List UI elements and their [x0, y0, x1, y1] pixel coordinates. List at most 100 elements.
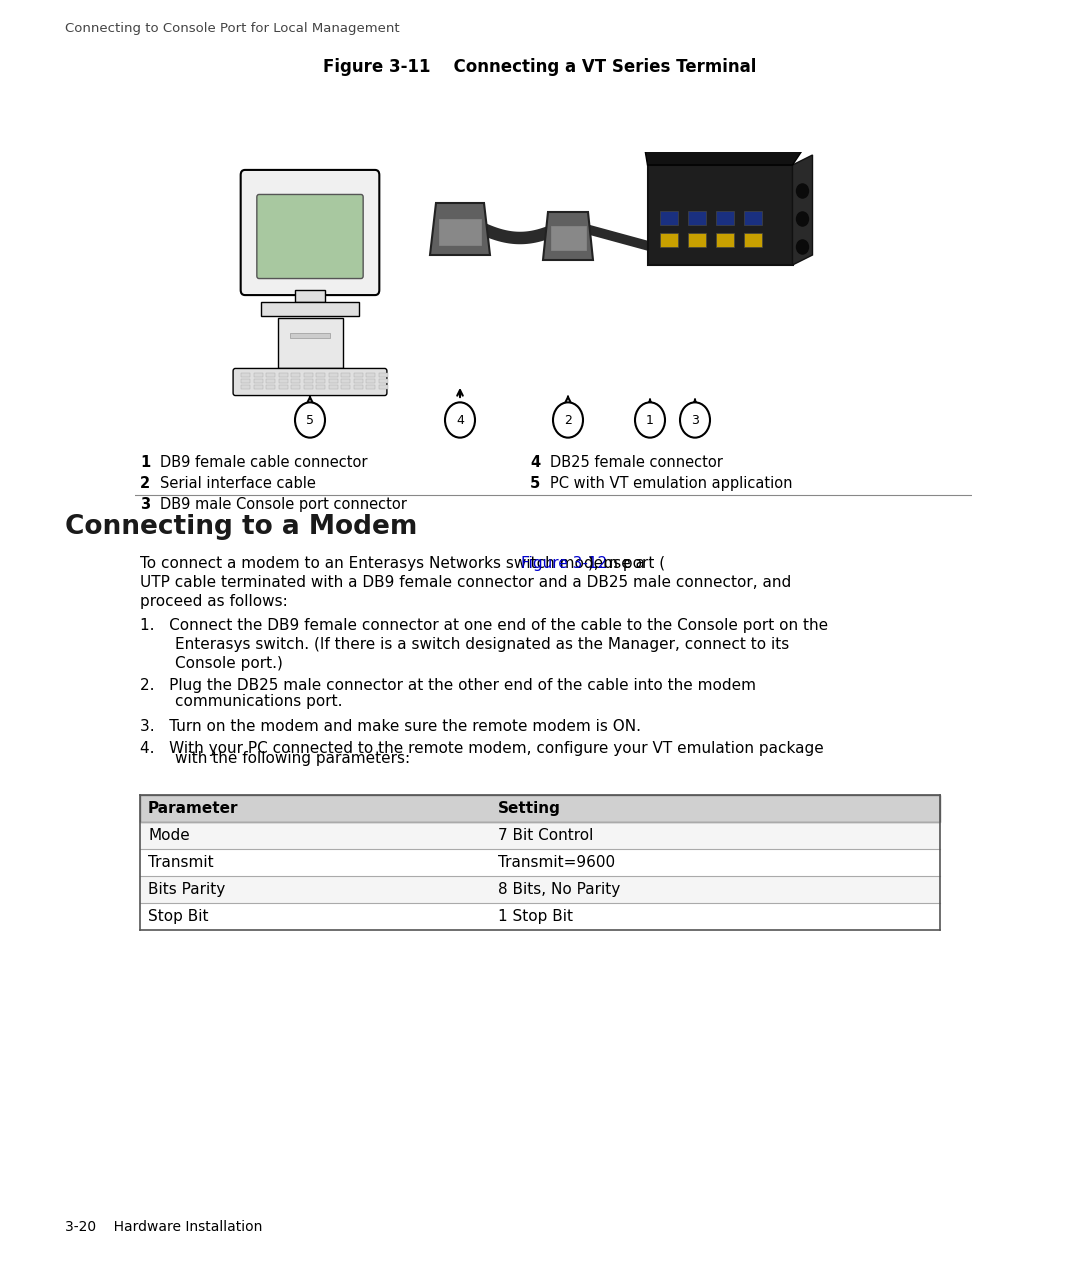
Text: UTP cable terminated with a DB9 female connector and a DB25 male connector, and: UTP cable terminated with a DB9 female c… [140, 575, 792, 591]
Bar [688, 232, 705, 246]
Text: Connecting to Console Port for Local Management: Connecting to Console Port for Local Man… [65, 22, 400, 36]
Bar [140, 850, 940, 876]
Bar [241, 373, 249, 377]
Text: proceed as follows:: proceed as follows: [140, 594, 287, 610]
Circle shape [445, 403, 475, 438]
Bar [366, 385, 375, 389]
Bar [328, 373, 337, 377]
Bar [278, 318, 342, 368]
Text: Transmit: Transmit [148, 855, 214, 870]
Bar [241, 385, 249, 389]
Text: Transmit=9600: Transmit=9600 [498, 855, 616, 870]
Text: 1: 1 [140, 455, 150, 470]
Circle shape [635, 403, 665, 438]
Bar [660, 211, 677, 225]
Bar [328, 385, 337, 389]
Text: Console port.): Console port.) [175, 657, 283, 671]
Circle shape [797, 212, 809, 226]
Text: 2: 2 [564, 414, 572, 427]
Bar [279, 378, 287, 384]
Bar [291, 333, 330, 338]
Bar [303, 385, 312, 389]
Bar [292, 373, 300, 377]
Bar [254, 378, 262, 384]
Circle shape [553, 403, 583, 438]
Bar [303, 373, 312, 377]
Text: Connecting to a Modem: Connecting to a Modem [65, 514, 417, 540]
Bar [354, 378, 363, 384]
Bar [316, 373, 325, 377]
Bar [354, 373, 363, 377]
Polygon shape [543, 212, 593, 260]
Text: Enterasys switch. (If there is a switch designated as the Manager, connect to it: Enterasys switch. (If there is a switch … [175, 638, 789, 652]
Bar [267, 385, 275, 389]
Polygon shape [793, 155, 812, 265]
Text: PC with VT emulation application: PC with VT emulation application [550, 476, 793, 491]
Text: Parameter: Parameter [148, 801, 239, 817]
FancyBboxPatch shape [257, 194, 363, 278]
Bar [292, 385, 300, 389]
Text: 3.   Turn on the modem and make sure the remote modem is ON.: 3. Turn on the modem and make sure the r… [140, 719, 642, 734]
Text: 4.   With your PC connected to the remote modem, configure your VT emulation pac: 4. With your PC connected to the remote … [140, 740, 824, 756]
Bar [341, 378, 350, 384]
Text: 3: 3 [691, 414, 699, 427]
Bar [140, 822, 940, 850]
Bar [354, 385, 363, 389]
Text: DB9 female cable connector: DB9 female cable connector [160, 455, 367, 470]
Bar [140, 795, 940, 822]
Bar [267, 373, 275, 377]
Text: 8 Bits, No Parity: 8 Bits, No Parity [498, 881, 620, 897]
Bar [715, 211, 733, 225]
Bar [316, 385, 325, 389]
Bar [254, 385, 262, 389]
Circle shape [797, 240, 809, 254]
Bar [341, 373, 350, 377]
Bar [379, 385, 388, 389]
Bar [660, 232, 677, 246]
Text: 7 Bit Control: 7 Bit Control [498, 828, 593, 843]
Polygon shape [643, 135, 812, 165]
Text: 5: 5 [306, 414, 314, 427]
Circle shape [680, 403, 710, 438]
Text: communications port.: communications port. [175, 693, 342, 709]
Circle shape [295, 403, 325, 438]
Bar [379, 373, 388, 377]
Bar [328, 378, 337, 384]
Text: 3-20    Hardware Installation: 3-20 Hardware Installation [65, 1220, 262, 1234]
Bar [140, 903, 940, 930]
Bar [295, 290, 325, 302]
Bar [341, 385, 350, 389]
Text: Figure 3-11    Connecting a VT Series Terminal: Figure 3-11 Connecting a VT Series Termi… [323, 58, 757, 76]
Text: 2.   Plug the DB25 male connector at the other end of the cable into the modem: 2. Plug the DB25 male connector at the o… [140, 678, 756, 693]
Bar [254, 373, 262, 377]
Bar [366, 378, 375, 384]
Text: DB25 female connector: DB25 female connector [550, 455, 723, 470]
Text: Figure 3-12: Figure 3-12 [522, 556, 607, 572]
Bar [241, 378, 249, 384]
Text: 5: 5 [530, 476, 540, 491]
Text: Mode: Mode [148, 828, 190, 843]
Text: 3: 3 [140, 497, 150, 512]
Bar [292, 378, 300, 384]
Bar [140, 876, 940, 903]
Bar [303, 378, 312, 384]
FancyBboxPatch shape [233, 368, 387, 395]
Bar [438, 218, 481, 245]
Text: Stop Bit: Stop Bit [148, 909, 208, 925]
Bar [366, 373, 375, 377]
Text: 1: 1 [646, 414, 653, 427]
Bar [551, 226, 585, 250]
Text: 4: 4 [530, 455, 540, 470]
Bar [261, 302, 359, 316]
Text: 1 Stop Bit: 1 Stop Bit [498, 909, 573, 925]
Bar [715, 232, 733, 246]
Text: DB9 male Console port connector: DB9 male Console port connector [160, 497, 407, 512]
Text: 2: 2 [140, 476, 150, 491]
Text: Setting: Setting [498, 801, 561, 817]
Text: Serial interface cable: Serial interface cable [160, 476, 315, 491]
Bar [316, 378, 325, 384]
Text: with the following parameters:: with the following parameters: [175, 751, 410, 766]
Text: ), use a: ), use a [588, 556, 645, 572]
FancyBboxPatch shape [241, 170, 379, 295]
Bar [688, 211, 705, 225]
